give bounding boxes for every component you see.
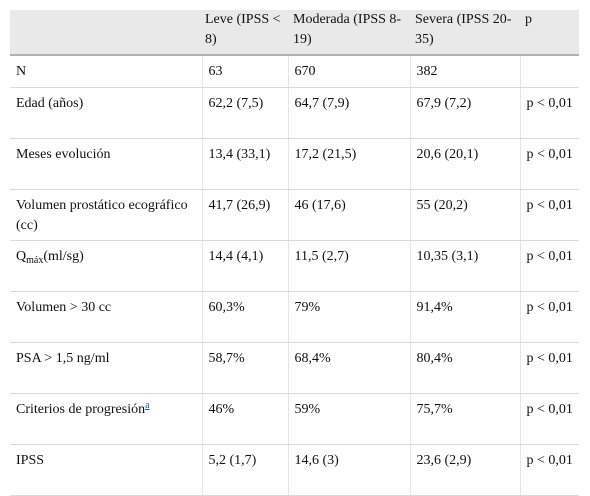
table-row: IPSS 5,2 (1,7) 14,6 (3) 23,6 (2,9) p < 0…	[10, 444, 579, 496]
cell-p: p < 0,01	[520, 342, 579, 394]
cell-moderada: 670	[288, 55, 411, 88]
cell-leve: 46%	[202, 393, 289, 445]
cell-p: p < 0,01	[520, 240, 579, 292]
table-row: Volumen prostático ecográfico (cc) 41,7 …	[10, 189, 579, 241]
cell-severa: 91,4%	[410, 291, 521, 343]
table-row: PSA > 1,5 ng/ml 58,7% 68,4% 80,4% p < 0,…	[10, 342, 579, 394]
row-label: Volumen prostático ecográfico (cc)	[10, 189, 203, 241]
cell-leve: 58,7%	[202, 342, 289, 394]
row-label-tail: (ml/sg)	[43, 249, 84, 264]
cell-p: p < 0,01	[520, 87, 579, 139]
cell-severa: 20,6 (20,1)	[410, 138, 521, 190]
cell-leve: 13,4 (33,1)	[202, 138, 289, 190]
cell-moderada: 14,6 (3)	[288, 444, 411, 496]
row-label: Qmáx(ml/sg)	[10, 240, 203, 292]
cell-p: p < 0,01	[520, 189, 579, 241]
header-cell-moderada: Moderada (IPSS 8-19)	[288, 10, 410, 56]
row-label: Criterios de progresióna	[10, 393, 203, 445]
table-row: Qmáx(ml/sg) 14,4 (4,1) 11,5 (2,7) 10,35 …	[10, 240, 579, 292]
table-body: N 63 670 382 Edad (años) 62,2 (7,5) 64,7…	[10, 55, 579, 496]
cell-leve: 14,4 (4,1)	[202, 240, 289, 292]
cell-leve: 63	[202, 55, 289, 88]
table-row: Criterios de progresióna 46% 59% 75,7% p…	[10, 393, 579, 445]
cell-severa: 55 (20,2)	[410, 189, 521, 241]
header-cell-severa: Severa (IPSS 20-35)	[410, 10, 520, 56]
table-row: Edad (años) 62,2 (7,5) 64,7 (7,9) 67,9 (…	[10, 87, 579, 139]
cell-leve: 60,3%	[202, 291, 289, 343]
row-label: N	[10, 55, 203, 88]
row-label: IPSS	[10, 444, 203, 496]
cell-moderada: 64,7 (7,9)	[288, 87, 411, 139]
cell-severa: 23,6 (2,9)	[410, 444, 521, 496]
row-label-subscript: máx	[26, 255, 44, 266]
cell-severa: 80,4%	[410, 342, 521, 394]
table-row: Volumen > 30 cc 60,3% 79% 91,4% p < 0,01	[10, 291, 579, 343]
cell-severa: 75,7%	[410, 393, 521, 445]
cell-moderada: 79%	[288, 291, 411, 343]
cell-leve: 62,2 (7,5)	[202, 87, 289, 139]
row-label: Edad (años)	[10, 87, 203, 139]
header-cell-label	[10, 10, 202, 56]
cell-severa: 10,35 (3,1)	[410, 240, 521, 292]
cell-severa: 382	[410, 55, 521, 88]
cell-p: p < 0,01	[520, 444, 579, 496]
cell-p: p < 0,01	[520, 393, 579, 445]
row-label-main: Q	[16, 249, 27, 264]
row-label: PSA > 1,5 ng/ml	[10, 342, 203, 394]
cell-moderada: 59%	[288, 393, 411, 445]
cell-p	[520, 55, 579, 88]
cell-p: p < 0,01	[520, 138, 579, 190]
cell-p: p < 0,01	[520, 291, 579, 343]
data-table: Leve (IPSS < 8) Moderada (IPSS 8-19) Sev…	[10, 10, 579, 496]
row-label: Meses evolución	[10, 138, 203, 190]
cell-moderada: 11,5 (2,7)	[288, 240, 411, 292]
cell-leve: 5,2 (1,7)	[202, 444, 289, 496]
cell-moderada: 68,4%	[288, 342, 411, 394]
header-cell-leve: Leve (IPSS < 8)	[202, 10, 288, 56]
table-header: Leve (IPSS < 8) Moderada (IPSS 8-19) Sev…	[10, 10, 579, 56]
footnote-link[interactable]: a	[145, 400, 150, 411]
cell-leve: 41,7 (26,9)	[202, 189, 289, 241]
row-label: Volumen > 30 cc	[10, 291, 203, 343]
data-table-container: Leve (IPSS < 8) Moderada (IPSS 8-19) Sev…	[10, 10, 579, 496]
cell-moderada: 17,2 (21,5)	[288, 138, 411, 190]
table-row: Meses evolución 13,4 (33,1) 17,2 (21,5) …	[10, 138, 579, 190]
row-label-main: Criterios de progresión	[16, 402, 146, 417]
header-row: Leve (IPSS < 8) Moderada (IPSS 8-19) Sev…	[10, 10, 579, 56]
cell-severa: 67,9 (7,2)	[410, 87, 521, 139]
cell-moderada: 46 (17,6)	[288, 189, 411, 241]
table-row: N 63 670 382	[10, 55, 579, 88]
header-cell-p: p	[520, 10, 579, 56]
